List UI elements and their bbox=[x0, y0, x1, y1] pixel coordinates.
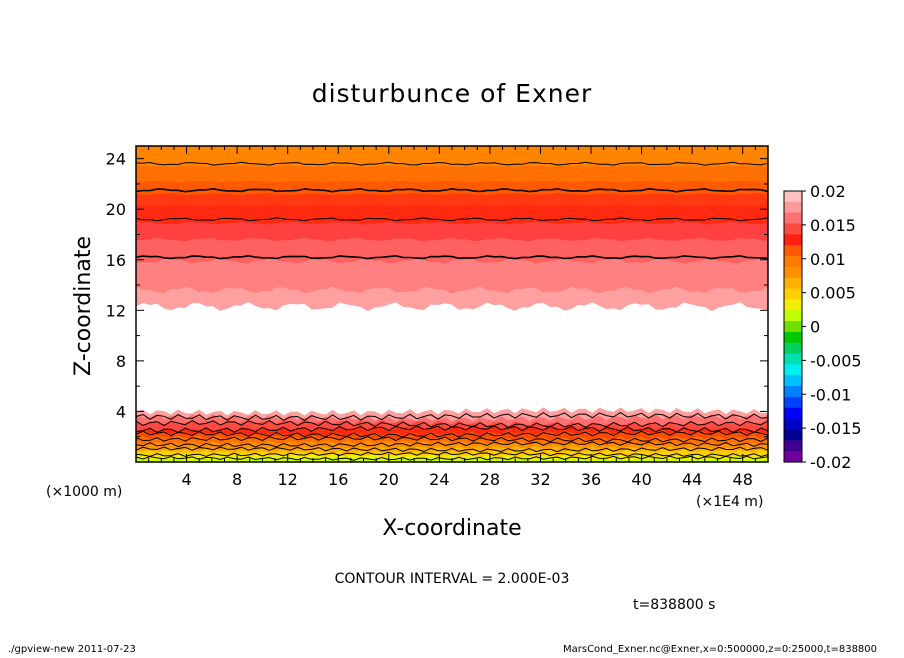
x-tick-label: 28 bbox=[480, 470, 500, 489]
lower-contour-7 bbox=[135, 451, 769, 458]
x-tick-label: 20 bbox=[379, 470, 399, 489]
y-tick-label: 16 bbox=[106, 251, 126, 270]
colorbar-swatch bbox=[784, 266, 802, 279]
lower-contour-2 bbox=[135, 425, 769, 433]
colorbar-swatch bbox=[784, 256, 802, 268]
y-tick-label: 20 bbox=[106, 200, 126, 219]
lower-contour-0 bbox=[135, 412, 769, 421]
x-tick-label: 12 bbox=[278, 470, 298, 489]
x-tick-label: 44 bbox=[682, 470, 702, 489]
colorbar-swatch bbox=[784, 375, 802, 387]
y-axis-ticks: 4 8 12 16 20 24 bbox=[106, 150, 768, 463]
colorbar-swatch bbox=[784, 342, 802, 355]
x-axis-ticks: 4 8 12 16 20 24 28 32 36 40 44 48 bbox=[135, 146, 769, 489]
upper-contour-1 bbox=[135, 217, 769, 222]
colorbar-swatch bbox=[784, 451, 802, 463]
x-scale-label: (×1E4 m) bbox=[696, 494, 763, 510]
colorbar-swatch bbox=[784, 396, 802, 409]
footer-left: ./gpview-new 2011-07-23 bbox=[8, 644, 136, 654]
colorbar-tick-label: -0.02 bbox=[810, 453, 851, 472]
colorbar-swatch bbox=[784, 223, 802, 235]
colorbar-swatch bbox=[784, 364, 802, 376]
colorbar-swatch bbox=[784, 310, 802, 322]
x-tick-label: 4 bbox=[181, 470, 191, 489]
colorbar-tick-label: 0.015 bbox=[810, 216, 856, 235]
colorbar-swatch bbox=[784, 331, 802, 344]
colorbar-swatch bbox=[784, 321, 802, 333]
colorbar-swatch bbox=[784, 407, 802, 420]
time-label: t=838800 s bbox=[633, 597, 715, 613]
colorbar-swatch bbox=[784, 429, 802, 441]
colorbar-swatch bbox=[784, 418, 802, 431]
colorbar-tick-label: -0.01 bbox=[810, 385, 851, 404]
colorbar-swatch bbox=[784, 212, 802, 225]
colorbar-swatch bbox=[784, 191, 802, 203]
upper-band-8 bbox=[136, 146, 768, 167]
y-tick-label: 24 bbox=[106, 150, 126, 169]
colorbar-swatch bbox=[784, 288, 802, 300]
colorbar-tick-label: 0.01 bbox=[810, 250, 846, 269]
x-tick-label: 36 bbox=[581, 470, 601, 489]
lower-contour-4 bbox=[135, 435, 769, 443]
upper-contour-3 bbox=[135, 161, 769, 166]
colorbar-tick-label: 0.02 bbox=[810, 182, 846, 201]
colorbar: 0.02 0.015 0.01 0.005 0 -0.005 -0.01 -0.015 -0.0… bbox=[783, 182, 862, 472]
x-tick-label: 16 bbox=[328, 470, 348, 489]
colorbar-swatch bbox=[784, 353, 802, 366]
colorbar-swatch bbox=[784, 245, 802, 257]
lower-contour-5 bbox=[135, 441, 769, 448]
y-tick-label: 8 bbox=[116, 352, 126, 371]
x-tick-label: 8 bbox=[232, 470, 242, 489]
colorbar-swatch bbox=[784, 386, 802, 398]
footer-right: MarsCond_Exner.nc@Exner,x=0:500000,z=0:2… bbox=[563, 644, 877, 654]
colorbar-tick-label: -0.015 bbox=[810, 419, 862, 438]
upper-contour-0 bbox=[135, 254, 769, 260]
lower-contour-3 bbox=[135, 430, 769, 438]
colorbar-swatch bbox=[784, 201, 802, 214]
x-tick-label: 48 bbox=[733, 470, 753, 489]
colorbar-swatch bbox=[784, 440, 802, 452]
x-tick-label: 24 bbox=[429, 470, 449, 489]
x-unit-label: (×1000 m) bbox=[46, 484, 122, 500]
colorbar-swatch bbox=[784, 234, 802, 246]
plot-area bbox=[135, 145, 769, 463]
colorbar-tick-label: 0 bbox=[810, 318, 820, 337]
y-tick-label: 12 bbox=[106, 301, 126, 320]
x-tick-label: 40 bbox=[631, 470, 651, 489]
contour-interval-label: CONTOUR INTERVAL = 2.000E-03 bbox=[335, 571, 570, 587]
colorbar-swatch bbox=[784, 277, 802, 290]
y-axis-label: Z-coordinate bbox=[71, 236, 96, 376]
lower-contour-6 bbox=[135, 446, 769, 453]
x-axis-label: X-coordinate bbox=[382, 516, 521, 541]
colorbar-tick-label: -0.005 bbox=[810, 351, 862, 370]
x-tick-label: 32 bbox=[530, 470, 550, 489]
colorbar-tick-label: 0.005 bbox=[810, 284, 856, 303]
y-tick-label: 4 bbox=[116, 402, 126, 421]
upper-contour-2 bbox=[135, 187, 769, 193]
colorbar-swatch bbox=[784, 299, 802, 311]
chart-title: disturbunce of Exner bbox=[312, 79, 593, 108]
